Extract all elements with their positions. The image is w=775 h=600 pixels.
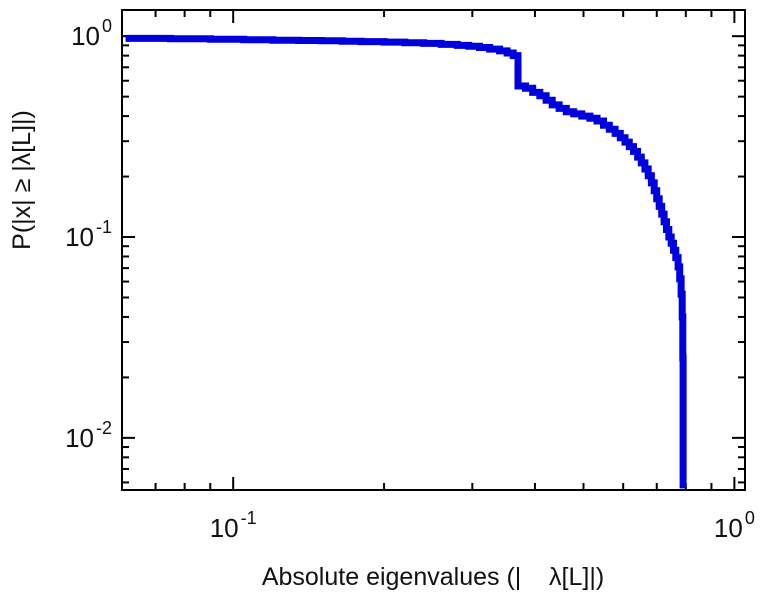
- x-tick-label: 10 -1: [210, 508, 257, 543]
- plot-area: 10 -1 10 0 10 0 10 -1 10 -2: [65, 9, 755, 543]
- y-tick-label: 10 -1: [65, 217, 112, 252]
- y-tick-label: 10 -2: [65, 418, 112, 453]
- plot-frame: [121, 9, 746, 491]
- ccdf-curve: [125, 34, 687, 489]
- x-axis-label: Absolute eigenvalues (| λ[L]|): [262, 563, 604, 591]
- x-tick-label: 10 0: [714, 508, 755, 543]
- y-tick-label: 10 0: [71, 16, 112, 51]
- y-axis-label: P(|x| ≥ |λ[L]|): [8, 110, 36, 250]
